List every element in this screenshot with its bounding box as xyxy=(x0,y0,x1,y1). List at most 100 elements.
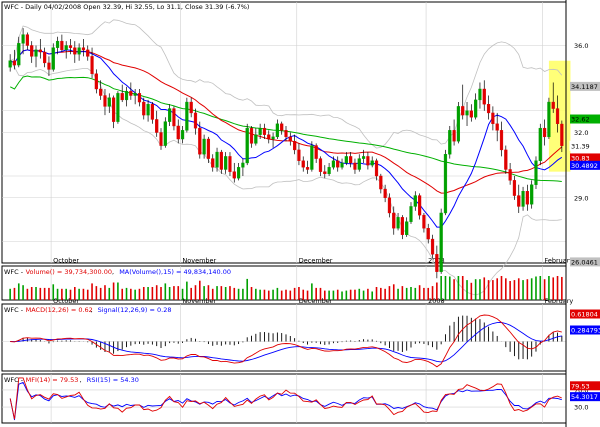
volume-bar xyxy=(250,287,253,300)
volume-bar xyxy=(543,279,546,300)
candle-body xyxy=(64,45,68,51)
volume-bar xyxy=(470,282,473,300)
volume-bar xyxy=(263,289,266,300)
candle-body xyxy=(219,151,223,170)
candle-body xyxy=(116,93,120,122)
price-tag: 31.39 xyxy=(571,142,590,150)
volume-bar xyxy=(224,287,227,300)
candle-body xyxy=(133,93,137,96)
candle-body xyxy=(465,110,469,116)
candle-body xyxy=(374,160,379,177)
volume-bar xyxy=(345,290,348,300)
candle-body xyxy=(560,123,564,146)
volume-bar xyxy=(461,276,464,300)
mfi-panel-label: MFI(14) = 79.53 xyxy=(26,376,79,384)
candle-body xyxy=(422,214,426,229)
candle-body xyxy=(146,104,150,116)
volume-bar xyxy=(30,287,33,300)
candle-body xyxy=(90,56,94,74)
candle-body xyxy=(314,145,318,159)
candle-body xyxy=(215,151,219,168)
volume-bar xyxy=(483,277,486,300)
volume-bar xyxy=(104,285,106,300)
volume-bar xyxy=(155,285,158,300)
candle-body xyxy=(232,171,236,179)
candle-body xyxy=(543,127,547,138)
signal-tag: 0.284793 xyxy=(571,327,600,335)
volume-bar xyxy=(552,277,555,300)
candle-body xyxy=(137,93,142,103)
volume-bar xyxy=(194,285,197,300)
candle-body xyxy=(94,73,98,90)
candle-body xyxy=(21,34,25,44)
mfi-tick-label: 70.0 xyxy=(574,386,588,394)
candle-body xyxy=(340,162,344,168)
candle-body xyxy=(327,167,331,175)
month-label-volume: November xyxy=(182,297,216,305)
candle-body xyxy=(504,149,508,170)
candle-body xyxy=(426,227,430,240)
volume-bar xyxy=(35,287,37,300)
candle-body xyxy=(521,191,525,207)
volume-bar xyxy=(384,288,386,300)
volume-bar xyxy=(22,285,24,300)
chart-title: WFC - Daily 04/02/2008 Open 32.39, Hi 32… xyxy=(4,3,249,11)
candle-body xyxy=(280,123,284,131)
volume-bar xyxy=(69,289,72,300)
volume-bar xyxy=(233,287,236,300)
rsi-line xyxy=(9,381,562,421)
volume-bar xyxy=(358,288,361,300)
candle-body xyxy=(482,88,486,105)
volume-bar xyxy=(160,287,162,300)
volume-bar xyxy=(95,286,98,300)
volume-bar xyxy=(151,287,154,300)
volume-bar xyxy=(561,276,563,300)
volume-bar xyxy=(108,287,111,300)
volume-bar xyxy=(423,287,425,300)
candle-body xyxy=(168,108,172,122)
volume-bar xyxy=(487,280,490,300)
candle-body xyxy=(12,60,17,66)
volume-bar xyxy=(99,287,102,300)
candle-body xyxy=(383,188,387,198)
candle-body xyxy=(461,106,465,116)
candle-body xyxy=(34,49,38,57)
macd-line xyxy=(10,314,562,368)
volume-bar xyxy=(367,288,369,300)
month-label-volume: October xyxy=(53,297,79,305)
candle-body xyxy=(163,121,167,146)
candle-body xyxy=(267,134,271,140)
candle-body xyxy=(435,254,439,272)
candle-body xyxy=(254,134,258,144)
candle-body xyxy=(43,51,47,64)
candle-body xyxy=(275,123,279,138)
macd-panel-label: WFC - xyxy=(4,306,24,314)
volume-bar xyxy=(246,278,249,300)
volume-bar xyxy=(410,287,412,300)
volume-bar xyxy=(186,281,188,300)
candle-body xyxy=(331,160,336,168)
volume-bar xyxy=(311,283,313,300)
volume-bar xyxy=(125,287,128,300)
bollinger-upper-line xyxy=(10,19,563,149)
month-label-volume: December xyxy=(299,297,333,305)
candle-body xyxy=(262,127,267,135)
candle-body xyxy=(547,101,551,138)
volume-bar xyxy=(242,288,244,300)
candle-body xyxy=(111,97,116,122)
candle-body xyxy=(77,47,81,55)
candle-body xyxy=(430,238,435,255)
volume-bar xyxy=(354,289,356,300)
candle-body xyxy=(495,123,499,131)
volume-bar xyxy=(500,276,503,300)
volume-bar xyxy=(405,287,408,300)
volume-bar xyxy=(530,278,533,300)
candle-body xyxy=(185,101,189,131)
volume-bar xyxy=(134,289,136,300)
candle-body xyxy=(448,130,452,155)
candle-body xyxy=(396,217,400,229)
volume-bar xyxy=(142,287,145,300)
volume-bar xyxy=(332,290,335,300)
candle-body xyxy=(293,140,297,151)
